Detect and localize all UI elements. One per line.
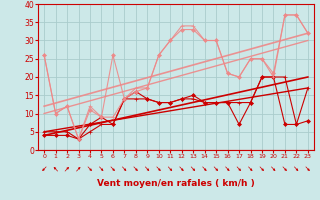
X-axis label: Vent moyen/en rafales ( km/h ): Vent moyen/en rafales ( km/h ) [97,179,255,188]
